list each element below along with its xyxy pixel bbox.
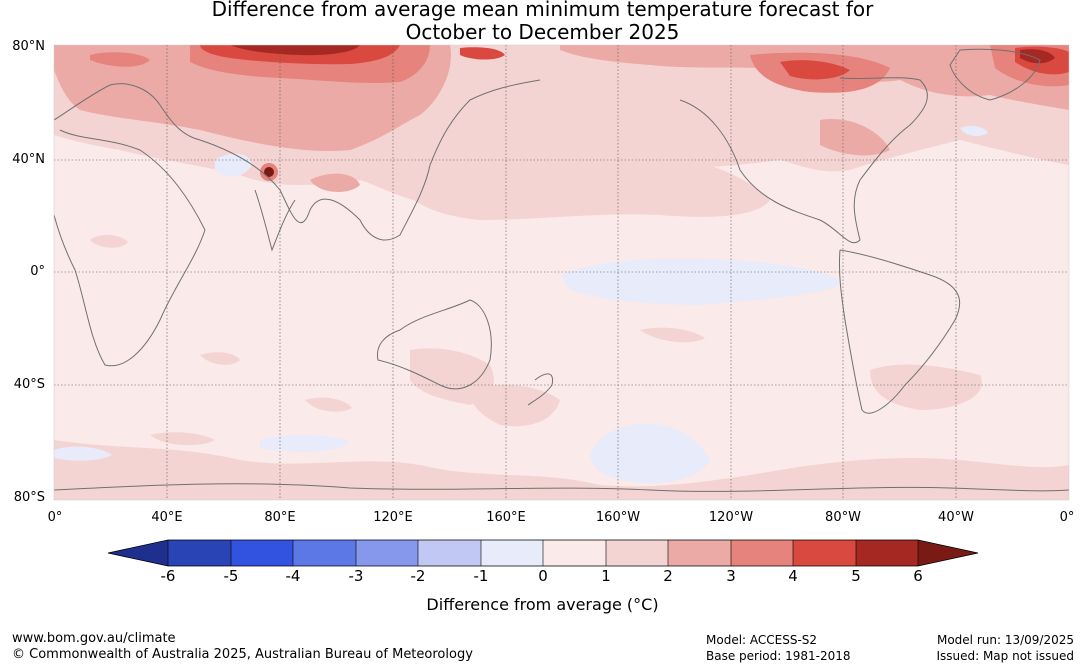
colorbar-bin-pos0 — [543, 540, 606, 566]
anomaly-band-1-2-small-1 — [90, 234, 128, 248]
colorbar-bin-neg5 — [231, 540, 293, 566]
anomaly-band-1-2-small-3 — [640, 327, 705, 343]
anomaly-band-5-6-greenland — [1020, 49, 1055, 64]
anomaly-negative-atlantic — [960, 125, 988, 136]
colorbar-bin-neg2 — [418, 540, 481, 566]
colorbar-tick-pos6: 6 — [913, 567, 923, 585]
anomaly-negative-southern-ocean — [590, 423, 710, 484]
anomaly-band-1-2-small-5 — [305, 397, 352, 412]
coast-africa — [54, 129, 206, 367]
colorbar-bin-pos4 — [793, 540, 856, 566]
map-frame — [53, 44, 1070, 501]
colorbar-bin-neg1 — [481, 540, 543, 566]
lon-label-80w: 80°W — [825, 510, 861, 525]
colorbar-tick-neg1: -1 — [473, 567, 489, 585]
anomaly-band-1-2-pacific — [380, 145, 770, 220]
colorbar-bin-neg4 — [293, 540, 356, 566]
map-title-line-2: October to December 2025 — [405, 20, 680, 44]
lat-label-40n: 40°N — [12, 152, 45, 167]
colorbar-title: Difference from average (°C) — [426, 595, 659, 614]
lon-label-80e: 80°E — [264, 510, 296, 525]
coast-antarctica — [54, 483, 1069, 492]
colorbar-bin-pos3 — [731, 540, 793, 566]
anomaly-band-2-3-tibet — [310, 173, 360, 192]
colorbar-tick-neg5: -5 — [223, 567, 239, 585]
lat-label-80s: 80°S — [13, 490, 45, 505]
anomaly-band-5-6-siberia — [230, 45, 360, 56]
footer-model: Model: ACCESS-S2 — [706, 633, 818, 647]
coast-north-america — [679, 77, 928, 243]
graticule — [54, 45, 1069, 500]
colorbar-tick-neg2: -2 — [410, 567, 426, 585]
footer-issued: Issued: Map not issued — [936, 649, 1074, 663]
anomaly-hotspot-himalaya-core — [264, 167, 274, 177]
anomaly-negative-south-indian — [260, 434, 350, 452]
lon-label-40e: 40°E — [151, 510, 183, 525]
colorbar-tick-neg3: -3 — [348, 567, 364, 585]
colorbar-tick-pos4: 4 — [788, 567, 798, 585]
map-title-line-1: Difference from average mean minimum tem… — [211, 0, 874, 21]
anomaly-band-2-3-north-america — [820, 119, 890, 156]
footer-model-run: Model run: 13/09/2025 — [936, 633, 1074, 647]
colorbar-tick-pos3: 3 — [726, 567, 736, 585]
colorbar-tick-neg6: -6 — [160, 567, 176, 585]
lon-label-160e: 160°E — [486, 510, 526, 525]
coast-europe — [54, 83, 201, 141]
lat-label-40s: 40°S — [13, 377, 45, 392]
colorbar-bin-pos2 — [668, 540, 731, 566]
coast-asia — [199, 79, 541, 241]
lon-label-160w: 160°W — [595, 510, 641, 525]
anomaly-band-1-2-southern-indian — [470, 384, 560, 427]
footer-copyright: © Commonwealth of Australia 2025, Austra… — [12, 647, 473, 662]
footer-website: www.bom.gov.au/climate — [12, 631, 176, 646]
lon-label-120e: 120°E — [373, 510, 413, 525]
colorbar-bin-pos1 — [606, 540, 668, 566]
anomaly-band-1-2-small-2 — [200, 352, 240, 365]
anomaly-band-1-2-small-4 — [150, 432, 215, 446]
anomaly-negative-west — [54, 446, 112, 461]
coast-australia — [376, 299, 492, 390]
colorbar-tick-pos1: 1 — [601, 567, 611, 585]
colorbar-arrow-low — [108, 540, 168, 566]
colorbar-tick-0: 0 — [538, 567, 548, 585]
colorbar-tick-pos2: 2 — [663, 567, 673, 585]
coast-greenland — [949, 48, 1041, 101]
anomaly-band-4-5-arctic-small — [460, 47, 505, 60]
footer-base-period: Base period: 1981-2018 — [706, 649, 851, 663]
colorbar-tick-neg4: -4 — [285, 567, 301, 585]
anomaly-band-1-2-south-america — [870, 364, 982, 410]
colorbar-tick-pos5: 5 — [851, 567, 861, 585]
anomaly-band-3-4-scandinavia — [90, 52, 150, 67]
colorbar-arrow-high — [918, 540, 978, 566]
colorbar-bin-neg6 — [168, 540, 231, 566]
lon-label-0-left: 0° — [47, 510, 63, 525]
anomaly-band-2-3-arctic-america — [560, 45, 1069, 110]
lat-label-0: 0° — [30, 264, 45, 279]
colorbar-bin-pos5 — [856, 540, 918, 566]
anomaly-negative-equatorial-pacific — [560, 258, 840, 305]
lat-label-80n: 80°N — [12, 39, 45, 54]
colorbar-bin-neg3 — [356, 540, 418, 566]
lon-label-0-right: 0° — [1059, 510, 1075, 525]
lon-label-120w: 120°W — [708, 510, 754, 525]
lon-label-40w: 40°W — [938, 510, 974, 525]
coast-india — [254, 189, 296, 252]
anomaly-band-4-5-canada — [780, 60, 850, 80]
